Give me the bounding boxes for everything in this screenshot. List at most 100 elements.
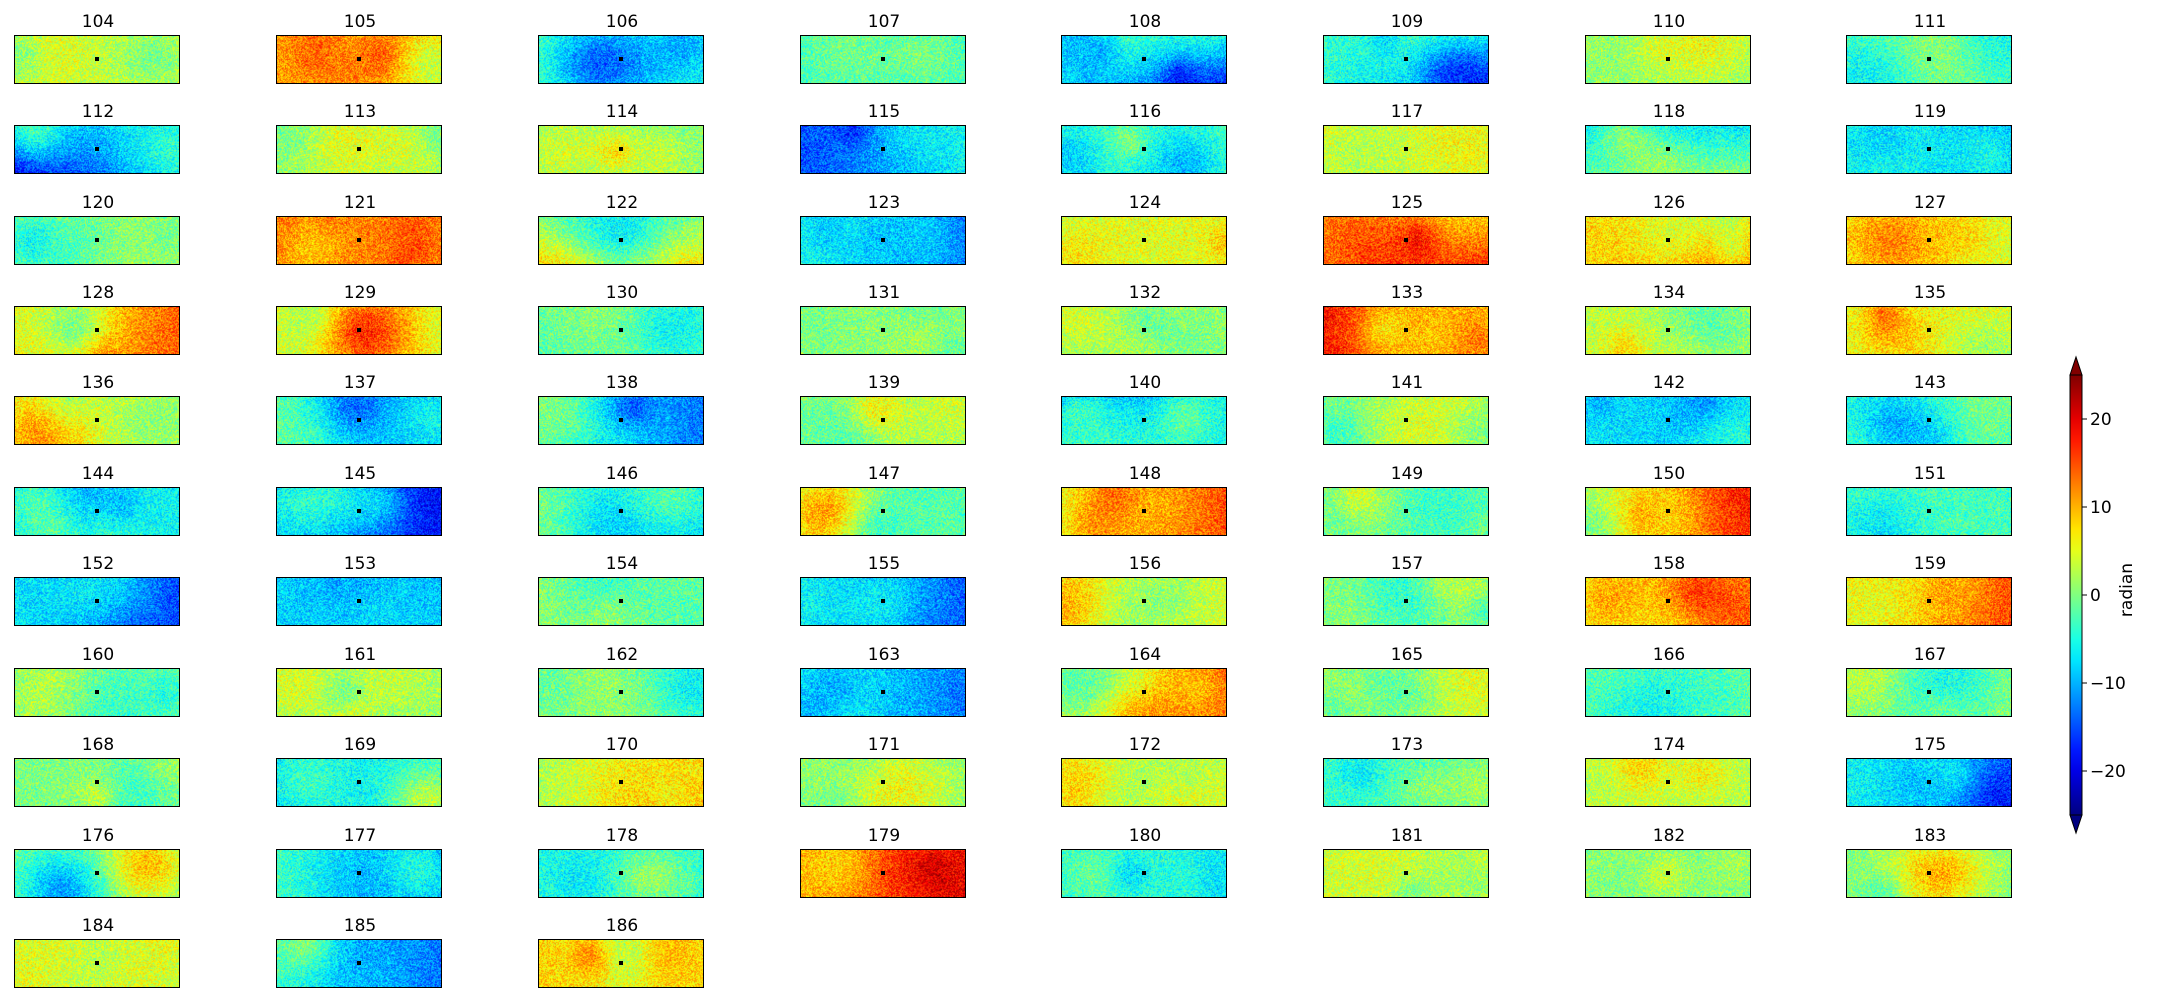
panel-143: 143 [1846,373,2014,445]
reference-point-marker [1927,780,1931,784]
panel-title: 153 [343,554,377,574]
panel-126: 126 [1585,193,1753,265]
panel-title: 174 [1652,735,1686,755]
panel-115: 115 [800,102,968,174]
panel-152: 152 [14,554,182,626]
panel-title: 147 [867,464,901,484]
panel-title: 178 [605,826,639,846]
panel-178: 178 [538,826,706,898]
reference-point-marker [1927,328,1931,332]
panel-heatmap [1323,216,1489,265]
reference-point-marker [95,328,99,332]
panel-131: 131 [800,283,968,355]
panel-title: 150 [1652,464,1686,484]
reference-point-marker [1142,599,1146,603]
panel-title: 111 [1913,12,1947,32]
reference-point-marker [357,147,361,151]
panel-title: 162 [605,645,639,665]
panel-title: 151 [1913,464,1947,484]
panel-title: 133 [1390,283,1424,303]
panel-112: 112 [14,102,182,174]
panel-title: 177 [343,826,377,846]
panel-128: 128 [14,283,182,355]
panel-116: 116 [1061,102,1229,174]
panel-title: 172 [1128,735,1162,755]
panel-title: 161 [343,645,377,665]
reference-point-marker [1404,871,1408,875]
colorbar-extend-max [2069,355,2083,376]
panel-167: 167 [1846,645,2014,717]
panel-132: 132 [1061,283,1229,355]
panel-heatmap [1846,35,2012,84]
reference-point-marker [357,871,361,875]
panel-142: 142 [1585,373,1753,445]
panel-117: 117 [1323,102,1491,174]
panel-title: 183 [1913,826,1947,846]
reference-point-marker [881,57,885,61]
panel-heatmap [1323,306,1489,355]
panel-title: 138 [605,373,639,393]
panel-title: 112 [81,102,115,122]
reference-point-marker [95,961,99,965]
reference-point-marker [1404,599,1408,603]
panel-title: 180 [1128,826,1162,846]
panel-183: 183 [1846,826,2014,898]
panel-title: 145 [343,464,377,484]
reference-point-marker [1927,418,1931,422]
panel-149: 149 [1323,464,1491,536]
panel-144: 144 [14,464,182,536]
colorbar-tick-label: 10 [2090,498,2112,518]
panel-title: 131 [867,283,901,303]
panel-150: 150 [1585,464,1753,536]
reference-point-marker [95,690,99,694]
reference-point-marker [1142,871,1146,875]
panel-title: 158 [1652,554,1686,574]
panel-title: 120 [81,193,115,213]
reference-point-marker [1404,57,1408,61]
panel-171: 171 [800,735,968,807]
reference-point-marker [619,780,623,784]
reference-point-marker [881,509,885,513]
panel-156: 156 [1061,554,1229,626]
reference-point-marker [881,418,885,422]
reference-point-marker [1404,328,1408,332]
reference-point-marker [357,599,361,603]
panel-153: 153 [276,554,444,626]
panel-104: 104 [14,12,182,84]
reference-point-marker [881,147,885,151]
panel-title: 164 [1128,645,1162,665]
reference-point-marker [619,328,623,332]
reference-point-marker [1927,690,1931,694]
reference-point-marker [1142,328,1146,332]
panel-134: 134 [1585,283,1753,355]
panel-heatmap [1585,125,1751,174]
panel-title: 136 [81,373,115,393]
panel-title: 124 [1128,193,1162,213]
panel-159: 159 [1846,554,2014,626]
colorbar-svg: 20 10 0 −10 −20 [2069,355,2126,835]
panel-125: 125 [1323,193,1491,265]
reference-point-marker [881,690,885,694]
panel-title: 165 [1390,645,1424,665]
reference-point-marker [1142,780,1146,784]
panel-157: 157 [1323,554,1491,626]
panel-129: 129 [276,283,444,355]
panel-title: 143 [1913,373,1947,393]
panel-heatmap [14,487,180,536]
panel-161: 161 [276,645,444,717]
panel-heatmap [1323,125,1489,174]
panel-title: 149 [1390,464,1424,484]
panel-title: 157 [1390,554,1424,574]
colorbar-tick-label: −20 [2090,762,2126,782]
reference-point-marker [95,780,99,784]
reference-point-marker [619,871,623,875]
reference-point-marker [357,961,361,965]
reference-point-marker [619,418,623,422]
reference-point-marker [95,147,99,151]
panel-118: 118 [1585,102,1753,174]
reference-point-marker [357,57,361,61]
panel-160: 160 [14,645,182,717]
panel-173: 173 [1323,735,1491,807]
reference-point-marker [1927,599,1931,603]
panel-135: 135 [1846,283,2014,355]
